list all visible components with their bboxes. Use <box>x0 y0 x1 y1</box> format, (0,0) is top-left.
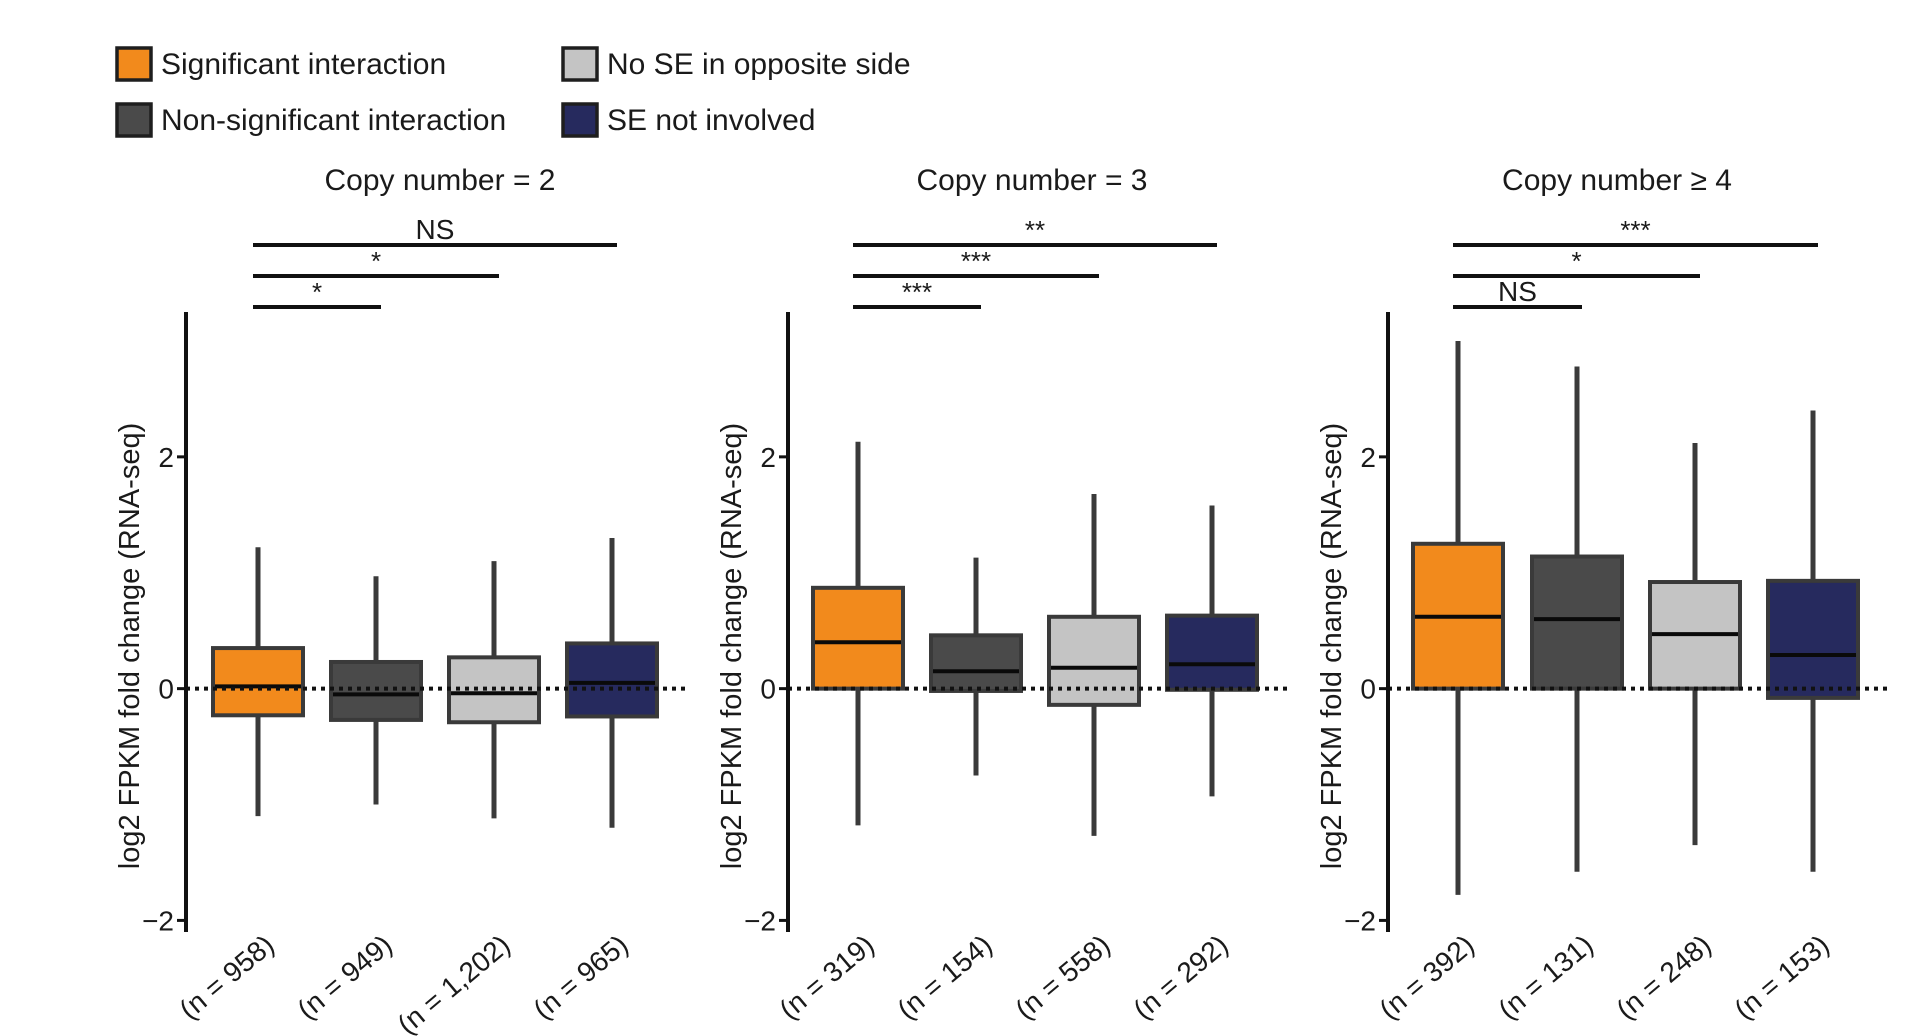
legend-swatch <box>561 102 599 138</box>
box-n-949: (n = 949) <box>291 576 423 1025</box>
legend-item-non-significant-interaction: Non-significant interaction <box>115 102 506 138</box>
category-label: (n = 392) <box>1373 929 1479 1025</box>
significance-label: ** <box>1025 215 1045 245</box>
category-label: (n = 965) <box>527 929 633 1025</box>
box-iqr <box>565 641 659 719</box>
panel-2: Copy number = 3 −2 0 2 log2 FPKM fold change… <box>716 164 1289 1025</box>
y-tick-label: 2 <box>760 442 776 473</box>
panel-3: Copy number ≥ 4 −2 0 2 log2 FPKM fold change… <box>1316 164 1890 1025</box>
box-n-958: (n = 958) <box>173 547 305 1025</box>
significance-label: * <box>1571 246 1581 276</box>
significance-label: *** <box>1620 215 1650 245</box>
y-tick-label: 0 <box>1360 674 1376 705</box>
legend-swatch <box>561 46 599 82</box>
significance-bracket: * <box>1453 246 1700 278</box>
category-label: (n = 131) <box>1492 929 1598 1025</box>
y-tick-label: 0 <box>760 674 776 705</box>
legend-label: Non-significant interaction <box>161 104 506 137</box>
panel-title: Copy number ≥ 4 <box>1502 164 1732 197</box>
box-n-965: (n = 965) <box>527 537 659 1025</box>
significance-bracket: * <box>253 277 381 309</box>
y-tick-label: −2 <box>744 905 776 936</box>
y-axis-label: log2 FPKM fold change (RNA-seq) <box>1316 423 1348 869</box>
box-n-292: (n = 292) <box>1127 505 1259 1025</box>
significance-bracket: NS <box>253 214 617 247</box>
category-label: (n = 292) <box>1127 929 1233 1025</box>
legend-label: No SE in opposite side <box>607 48 911 81</box>
box-iqr <box>1047 614 1141 707</box>
significance-bracket: ** <box>853 215 1217 247</box>
box-n-248: (n = 248) <box>1610 442 1742 1025</box>
category-label: (n = 949) <box>291 929 397 1025</box>
y-axis-label: log2 FPKM fold change (RNA-seq) <box>716 423 748 869</box>
box-iqr <box>211 646 305 718</box>
category-label: (n = 154) <box>891 929 997 1025</box>
legend: Significant interaction No SE in opposite… <box>115 46 911 138</box>
panel-title: Copy number = 3 <box>917 164 1148 197</box>
panel-1: Copy number = 2 −2 0 2 log2 FPKM fold change… <box>114 164 689 1036</box>
category-label: (n = 319) <box>773 929 879 1025</box>
legend-label: SE not involved <box>607 104 815 137</box>
chart-panels: Copy number = 2 −2 0 2 log2 FPKM fold change… <box>114 164 1890 1036</box>
y-tick-label: 2 <box>1360 442 1376 473</box>
box-n-319: (n = 319) <box>773 441 905 1025</box>
y-tick-label: −2 <box>142 905 174 936</box>
box-n-153: (n = 153) <box>1728 410 1860 1025</box>
box-iqr <box>929 633 1023 693</box>
significance-bracket: NS <box>1453 276 1582 309</box>
significance-bracket: *** <box>853 246 1099 278</box>
significance-bracket: *** <box>1453 215 1818 247</box>
category-label: (n = 153) <box>1728 929 1834 1025</box>
box-n-392: (n = 392) <box>1373 340 1505 1025</box>
box-n-1-202: (n = 1,202) <box>392 561 541 1036</box>
significance-label: NS <box>1498 276 1537 307</box>
significance-label: * <box>312 277 322 307</box>
significance-label: *** <box>902 277 932 307</box>
box-n-131: (n = 131) <box>1492 366 1624 1025</box>
panel-title: Copy number = 2 <box>325 164 556 197</box>
significance-bracket: * <box>253 246 499 278</box>
legend-swatch <box>115 46 153 82</box>
box-iqr <box>811 585 905 691</box>
box-n-558: (n = 558) <box>1009 493 1141 1025</box>
y-tick-label: 0 <box>158 674 174 705</box>
y-axis-label: log2 FPKM fold change (RNA-seq) <box>114 423 146 869</box>
legend-label: Significant interaction <box>161 48 446 81</box>
box-iqr <box>329 659 423 722</box>
category-label: (n = 558) <box>1009 929 1115 1025</box>
legend-item-no-se-in-opposite-side: No SE in opposite side <box>561 46 911 82</box>
significance-label: NS <box>416 214 455 245</box>
legend-item-se-not-involved: SE not involved <box>561 102 815 138</box>
y-tick-label: 2 <box>158 442 174 473</box>
significance-label: * <box>371 246 381 276</box>
box-n-154: (n = 154) <box>891 557 1023 1025</box>
significance-label: *** <box>961 246 991 276</box>
significance-bracket: *** <box>853 277 981 309</box>
legend-item-significant-interaction: Significant interaction <box>115 46 446 82</box>
category-label: (n = 958) <box>173 929 279 1025</box>
box-iqr <box>1165 613 1259 692</box>
box-iqr <box>1530 554 1624 691</box>
box-iqr <box>1766 578 1860 700</box>
legend-swatch <box>115 102 153 138</box>
y-tick-label: −2 <box>1344 905 1376 936</box>
category-label: (n = 248) <box>1610 929 1716 1025</box>
category-label: (n = 1,202) <box>392 929 516 1036</box>
